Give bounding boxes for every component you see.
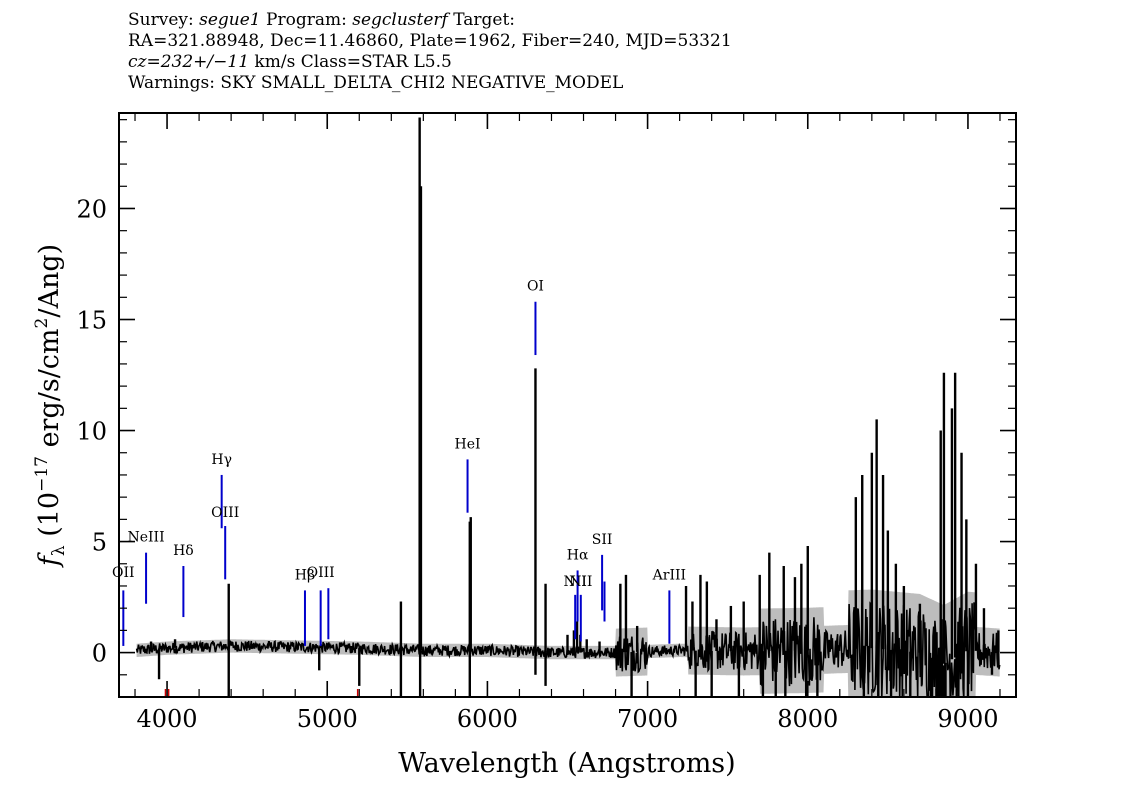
y-tick-label: 0 — [92, 640, 107, 668]
line-marker-label: OIII — [211, 505, 239, 521]
line-marker-label: SII — [592, 532, 613, 548]
y-label-symbol: f — [34, 552, 65, 568]
bad-pixel-marks — [164, 689, 359, 697]
x-tick-label: 6000 — [457, 705, 518, 733]
axis-tick-labels: 4000 5000 6000 7000 8000 9000 0 5 10 15 20 — [76, 195, 998, 733]
line-marker-label: NII — [569, 574, 592, 590]
axis-ticks — [119, 113, 1016, 697]
y-label-exponent: −17 — [32, 456, 52, 492]
line-marker-label: ArIII — [652, 567, 686, 583]
program-label: Program: — [266, 10, 347, 30]
program-value: segclusterf — [352, 10, 448, 30]
spectrum-line — [135, 117, 1001, 697]
y-label-units-exp: 2 — [32, 318, 52, 329]
line-marker-label: OIII — [307, 565, 335, 581]
line-marker-label: Hδ — [173, 543, 194, 559]
redshift-value: cz=232+/−11 — [128, 52, 250, 72]
y-label-subscript: λ — [49, 545, 69, 556]
spectrum-header: Survey: segue1 Program: segclusterf Targ… — [128, 10, 1028, 94]
y-tick-label: 15 — [76, 307, 107, 335]
line-marker-label: Hγ — [211, 452, 232, 468]
header-coords-line: RA=321.88948, Dec=11.46860, Plate=1962, … — [128, 31, 732, 51]
header-warnings-line: Warnings: SKY SMALL_DELTA_CHI2 NEGATIVE_… — [128, 73, 624, 93]
line-marker-label: OI — [527, 279, 544, 295]
x-tick-label: 8000 — [777, 705, 838, 733]
line-marker-label: HeI — [455, 436, 481, 452]
line-marker-label: OII — [112, 565, 135, 581]
target-label: Target: — [453, 10, 516, 30]
y-label-mid: erg/s/cm — [34, 328, 65, 456]
y-tick-label: 10 — [76, 418, 107, 446]
y-tick-label: 20 — [76, 195, 107, 223]
line-marker-label: NII — [564, 574, 587, 590]
x-tick-label: 5000 — [297, 705, 358, 733]
x-tick-label: 9000 — [937, 705, 998, 733]
y-label-suffix: /Ang) — [34, 244, 65, 318]
y-label-prefix: (10 — [34, 492, 65, 545]
x-tick-label: 7000 — [617, 705, 678, 733]
survey-value: segue1 — [199, 10, 261, 30]
plot-frame — [118, 112, 1017, 698]
line-marker-label: NeIII — [127, 530, 164, 546]
class-value: km/s Class=STAR L5.5 — [249, 52, 452, 72]
line-marker-label: Hα — [567, 547, 589, 563]
header-survey-line: Survey: segue1 Program: segclusterf Targ… — [128, 10, 1028, 31]
y-tick-label: 5 — [92, 529, 107, 557]
header-redshift-line: cz=232+/−11 km/s Class=STAR L5.5 — [128, 52, 1028, 73]
line-marker-label: Hβ — [295, 567, 315, 583]
x-axis-label: Wavelength (Angstroms) — [398, 748, 735, 779]
y-axis-label: fλ (10−17 erg/s/cm2/Ang) — [32, 244, 69, 568]
x-tick-label: 4000 — [137, 705, 198, 733]
emission-line-markers: OIINeIIIHδHγOIIIHβOIIIHeIOINIIHαNIISIIAr… — [112, 279, 686, 646]
survey-label: Survey: — [128, 10, 194, 30]
